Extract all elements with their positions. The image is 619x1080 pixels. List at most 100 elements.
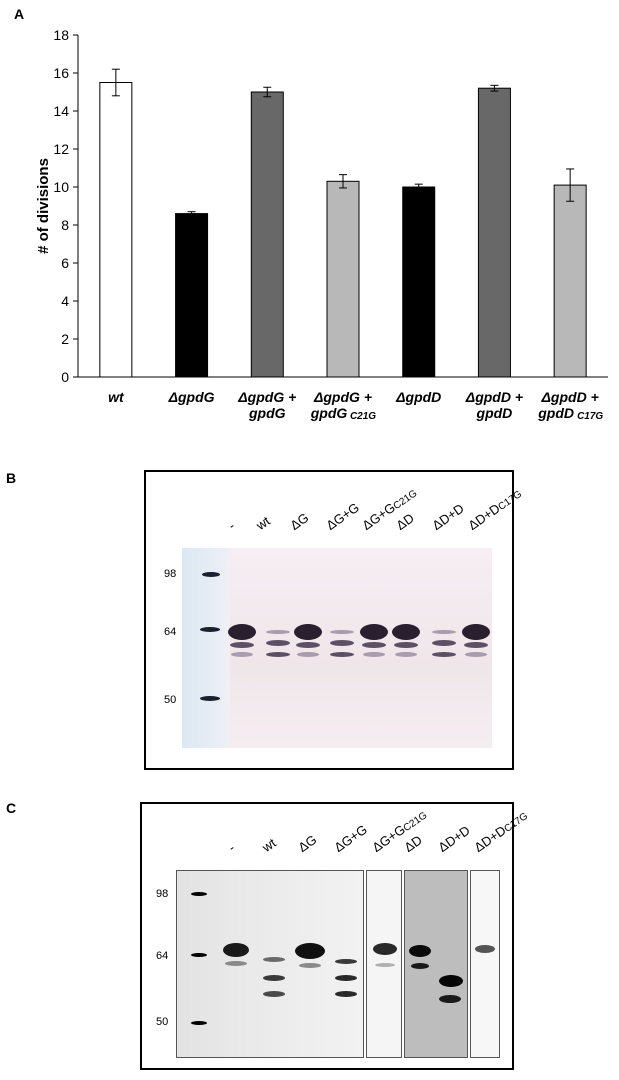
protein-band (475, 945, 495, 953)
lane-name: ΔG (287, 509, 312, 533)
x-tick-label: ΔgpdD + (541, 389, 599, 405)
protein-band (191, 953, 207, 957)
western-blot-b: - wt ΔG ΔG+G ΔG+GC21G ΔD ΔD+D ΔD+DC17G 98 64 50 (144, 470, 524, 770)
lane-label: - (225, 518, 237, 533)
protein-band (394, 642, 418, 648)
lane-mutation: C17G (502, 810, 531, 835)
protein-band (299, 963, 321, 968)
lane-label: ΔG (287, 510, 311, 533)
lane-name: ΔG+G (331, 821, 370, 855)
x-tick-label-line2: gpdG (248, 405, 286, 421)
lane-label: ΔD (393, 510, 416, 533)
panel-label-b: B (6, 470, 17, 486)
protein-band (362, 642, 386, 648)
y-tick-label: 2 (61, 331, 69, 347)
protein-band (191, 892, 207, 896)
protein-band (335, 975, 357, 981)
gel-b (182, 548, 492, 748)
bar (175, 213, 209, 378)
bar (553, 184, 587, 378)
lane-mutation: C21G (391, 488, 420, 513)
mw-marker-label: 50 (164, 694, 177, 706)
protein-band (266, 652, 290, 657)
protein-band (375, 963, 395, 967)
lane-label: ΔD+DC17G (471, 808, 530, 855)
y-tick-label: 14 (53, 103, 69, 119)
protein-band (263, 957, 285, 962)
protein-band (330, 640, 354, 646)
protein-band (263, 975, 285, 981)
lane-name: - (225, 518, 238, 533)
lane-mutation: C17G (496, 488, 525, 513)
bar (250, 91, 284, 378)
protein-band (409, 945, 431, 957)
y-tick-label: 0 (61, 369, 69, 385)
protein-band (462, 624, 490, 640)
bar (477, 87, 511, 378)
lane-name: ΔD (393, 510, 417, 533)
x-tick-label-mutation: C21G (350, 411, 376, 422)
lane-label: ΔD+D (435, 823, 472, 855)
bar (402, 186, 436, 378)
protein-band (263, 991, 285, 997)
protein-band (200, 696, 220, 701)
gel-c-4 (470, 870, 500, 1058)
mw-marker-label: 64 (156, 950, 169, 962)
mw-marker-label: 64 (164, 626, 177, 638)
lane-label: wt (259, 835, 278, 855)
lane-name: ΔD+D (435, 822, 473, 855)
protein-band (294, 624, 322, 640)
lane-mutation: C21G (401, 810, 430, 835)
protein-band (395, 652, 417, 657)
protein-band (335, 959, 357, 964)
protein-band (223, 943, 249, 957)
ladder-lane-b (182, 548, 230, 748)
x-tick-label: wt (108, 389, 125, 405)
mw-marker-label: 98 (156, 888, 169, 900)
protein-band (411, 963, 429, 969)
protein-band (191, 1021, 207, 1025)
mw-marker-label: 98 (164, 568, 177, 580)
protein-band (225, 961, 247, 966)
x-tick-label: ΔgpdD (395, 389, 441, 405)
protein-band (297, 652, 319, 657)
lane-label: ΔG+G (331, 822, 370, 855)
lane-label: - (225, 840, 237, 855)
mw-marker-label: 50 (156, 1016, 169, 1028)
bar (326, 180, 360, 378)
protein-band (439, 975, 463, 987)
protein-band (465, 652, 487, 657)
protein-band (464, 642, 488, 648)
x-tick-label: ΔgpdG + (237, 389, 296, 405)
protein-band (295, 943, 325, 959)
bar (99, 82, 133, 378)
western-blot-c: - wt ΔG ΔG+G ΔG+GC21G ΔD ΔD+D ΔD+DC17G 98 64 50 (140, 802, 530, 1070)
lane-label: wt (253, 513, 272, 533)
y-axis-label: # of divisions (35, 158, 52, 254)
lane-name: - (225, 840, 238, 855)
lane-label: ΔD+D (429, 501, 466, 533)
protein-band (360, 624, 388, 640)
x-tick-label: ΔgpdG (168, 389, 215, 405)
panel-label-c: C (6, 800, 17, 816)
y-tick-label: 8 (61, 217, 69, 233)
protein-band (200, 627, 220, 632)
protein-band (230, 642, 254, 648)
lane-name: ΔG (295, 831, 320, 855)
x-tick-label-mutation: C17G (577, 411, 603, 422)
x-tick-label: ΔgpdG + (313, 389, 372, 405)
protein-band (432, 630, 456, 634)
protein-band (335, 991, 357, 997)
bar-chart: 0 2 4 6 8 10 12 14 16 18 # of divisions wt ΔgpdG Δgpd… (35, 27, 608, 422)
gel-c-2 (366, 870, 402, 1058)
protein-band (373, 943, 397, 955)
protein-band (266, 630, 290, 634)
protein-band (231, 652, 253, 657)
y-tick-label: 6 (61, 255, 69, 271)
lane-name: ΔG+G (323, 499, 362, 533)
protein-band (392, 624, 420, 640)
protein-band (432, 640, 456, 646)
protein-band (296, 642, 320, 648)
gel-c-1 (176, 870, 364, 1058)
protein-band (432, 652, 456, 657)
